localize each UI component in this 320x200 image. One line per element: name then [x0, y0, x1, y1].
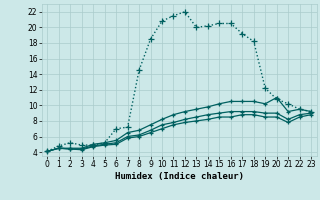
X-axis label: Humidex (Indice chaleur): Humidex (Indice chaleur): [115, 172, 244, 181]
